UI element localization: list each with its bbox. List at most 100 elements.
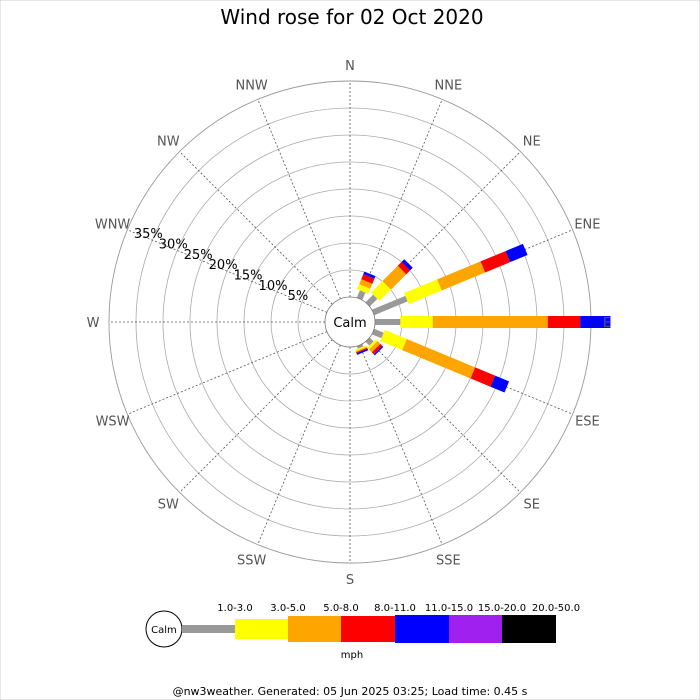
bar-segment-1.0-3.0: [365, 337, 374, 346]
wind-bars: [355, 243, 611, 393]
calm-center: Calm: [324, 296, 376, 348]
percent-label: 10%: [259, 279, 288, 294]
bar-segment-5.0-8.0: [402, 339, 476, 379]
wind-bar-ne: [365, 259, 413, 307]
wind-bar-nne: [356, 271, 376, 301]
direction-label-sse: SSE: [436, 553, 461, 568]
legend-swatch-3.0-5.0: [235, 619, 288, 639]
calm-label: Calm: [333, 316, 366, 331]
legend-swatch-8.0-11.0: [341, 616, 395, 642]
bar-segment-3.0-5.0: [380, 329, 407, 351]
legend-bin-label: 15.0-20.0: [478, 603, 526, 614]
bar-segment-1.0-3.0: [356, 343, 364, 349]
direction-label-ne: NE: [523, 134, 541, 149]
direction-spoke: [127, 331, 328, 415]
legend-bin-label: 3.0-5.0: [270, 603, 305, 614]
percent-label: 25%: [184, 248, 213, 263]
bar-segment-11.0-15.0: [580, 316, 611, 328]
legend-swatch-5.0-8.0: [288, 616, 341, 642]
wind-bar-se: [365, 337, 384, 356]
bar-segment-5.0-8.0: [437, 261, 486, 291]
bar-segment-1.0-3.0: [365, 294, 378, 307]
bar-segment-1.0-3.0: [371, 328, 384, 339]
chart-title: Wind rose for 02 Oct 2020: [220, 5, 483, 29]
percent-labels: 5%10%15%20%25%30%35%: [134, 227, 308, 304]
bar-segment-11.0-15.0: [356, 348, 369, 355]
direction-label-ssw: SSW: [237, 553, 267, 568]
legend-calm-label: Calm: [151, 625, 177, 636]
wind-bar-ene: [371, 243, 528, 316]
legend-swatch-15.0-20.0: [449, 615, 502, 643]
direction-spoke: [359, 344, 443, 545]
bar-segment-5.0-8.0: [359, 279, 373, 289]
bar-segment-8.0-11.0: [547, 316, 581, 328]
bar-segment-1.0-3.0: [356, 290, 366, 301]
legend-units-label: mph: [341, 650, 363, 661]
percent-label: 20%: [209, 258, 238, 273]
direction-spoke: [257, 344, 341, 545]
wind-bar-sse: [355, 343, 369, 355]
bar-segment-3.0-5.0: [357, 284, 371, 294]
percent-label: 15%: [234, 268, 263, 283]
direction-spoke: [367, 339, 521, 493]
bar-segment-11.0-15.0: [490, 375, 510, 393]
legend-bin-label: 8.0-11.0: [374, 603, 416, 614]
calm-circle: [324, 296, 376, 348]
percent-label: 5%: [288, 289, 309, 304]
legend-bin-label: 5.0-8.0: [323, 603, 358, 614]
bar-segment-3.0-5.0: [404, 279, 442, 305]
bar-segment-8.0-11.0: [480, 251, 511, 273]
bar-segment-8.0-11.0: [397, 261, 411, 275]
bar-segment-3.0-5.0: [371, 280, 392, 301]
wind-bar-e: [375, 316, 611, 328]
direction-label-ene: ENE: [574, 218, 600, 233]
bar-segment-11.0-15.0: [363, 271, 376, 279]
bar-segment-11.0-15.0: [401, 259, 413, 271]
bar-segment-5.0-8.0: [355, 346, 368, 353]
direction-label-nw: NW: [157, 134, 180, 149]
bar-segment-3.0-5.0: [400, 316, 433, 328]
bar-segment-8.0-11.0: [470, 367, 496, 387]
legend-swatch-1.0-3.0: [182, 625, 235, 633]
direction-label-e: E: [603, 316, 611, 331]
legend-swatch-11.0-15.0: [395, 615, 449, 643]
bar-segment-5.0-8.0: [382, 265, 407, 290]
bar-segment-3.0-5.0: [355, 345, 367, 352]
percent-label: 35%: [134, 227, 163, 242]
footer-text: @nw3weather. Generated: 05 Jun 2025 03:2…: [173, 685, 528, 698]
direction-label-w: W: [87, 316, 100, 331]
direction-spoke: [359, 99, 443, 300]
direction-label-nne: NNE: [435, 79, 463, 94]
bar-segment-8.0-11.0: [356, 347, 368, 354]
legend-bin-label: 1.0-3.0: [217, 603, 252, 614]
speed-legend: Calm 1.0-3.0 3.0-5.0 5.0-8.0 8.0-11.0 11.0-15…: [145, 603, 580, 661]
direction-label-nnw: NNW: [235, 79, 267, 94]
direction-label-ese: ESE: [575, 414, 600, 429]
direction-label-sw: SW: [158, 498, 179, 513]
percent-label: 30%: [159, 237, 188, 252]
bar-segment-1.0-3.0: [371, 295, 408, 316]
direction-label-n: N: [345, 59, 355, 74]
bar-segment-11.0-15.0: [505, 243, 528, 263]
bar-segment-3.0-5.0: [367, 339, 378, 350]
direction-label-se: SE: [523, 498, 539, 513]
direction-spoke: [179, 151, 333, 305]
legend-bin-label: 20.0-50.0: [532, 603, 580, 614]
bar-segment-8.0-11.0: [371, 343, 383, 355]
wind-bar-ese: [371, 328, 510, 393]
direction-spoke: [257, 99, 341, 300]
bar-segment-5.0-8.0: [369, 341, 381, 353]
legend-swatch-20.0-50.0: [502, 615, 556, 643]
direction-labels: N NNE NE ENE E ESE SE SSE S SSW SW WSW W WNW NW NNW: [87, 59, 612, 588]
direction-spoke: [179, 339, 333, 493]
direction-spoke: [127, 229, 328, 313]
legend-bin-label: 11.0-15.0: [425, 603, 473, 614]
direction-label-wsw: WSW: [96, 414, 130, 429]
bar-segment-8.0-11.0: [361, 274, 375, 284]
bar-segment-11.0-15.0: [373, 345, 384, 356]
bar-segment-5.0-8.0: [432, 316, 548, 328]
direction-label-s: S: [346, 573, 354, 588]
bar-segment-1.0-3.0: [375, 319, 401, 325]
direction-label-wnw: WNW: [95, 218, 131, 233]
